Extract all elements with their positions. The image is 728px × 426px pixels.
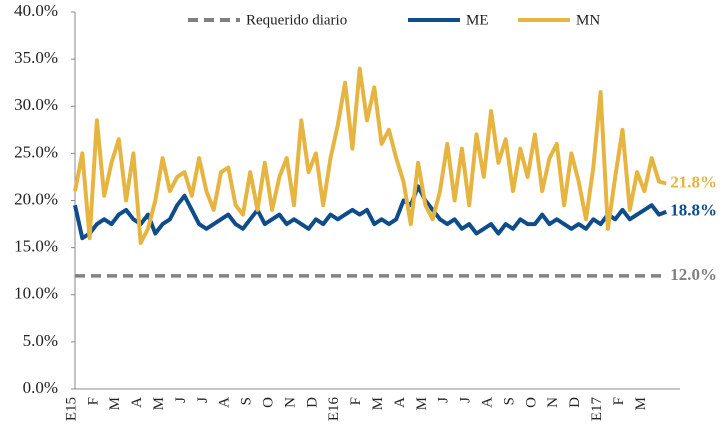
y-tick-label: 10.0% — [14, 284, 58, 303]
x-tick-label: A — [129, 397, 145, 408]
x-tick-label: O — [523, 397, 539, 408]
x-tick-label: E17 — [589, 397, 605, 422]
y-tick-label: 15.0% — [14, 237, 58, 256]
x-tick-label: M — [633, 397, 649, 410]
x-tick-label: N — [545, 397, 561, 408]
x-tick-label: E16 — [326, 397, 342, 422]
x-tick-label: F — [348, 397, 364, 405]
x-tick-label: J — [173, 397, 189, 403]
end-label: 12.0% — [670, 265, 717, 284]
x-tick-label: M — [370, 397, 386, 410]
x-tick-label: F — [611, 397, 627, 405]
x-tick-label: M — [151, 397, 167, 410]
x-tick-label: A — [217, 397, 233, 408]
y-tick-label: 5.0% — [23, 331, 58, 350]
y-tick-label: 25.0% — [14, 142, 58, 161]
x-tick-label: J — [458, 397, 474, 403]
x-tick-label: S — [239, 397, 255, 405]
end-label: 18.8% — [670, 201, 717, 220]
x-tick-label: N — [282, 397, 298, 408]
y-tick-label: 0.0% — [23, 378, 58, 397]
legend-label: MN — [576, 12, 600, 28]
legend-label: Requerido diario — [246, 12, 347, 28]
x-tick-label: A — [480, 397, 496, 408]
x-tick-label: M — [107, 397, 123, 410]
x-tick-label: F — [85, 397, 101, 405]
y-tick-label: 30.0% — [14, 95, 58, 114]
x-tick-label: A — [392, 397, 408, 408]
x-tick-label: D — [567, 397, 583, 408]
end-label: 21.8% — [670, 172, 717, 191]
y-tick-label: 20.0% — [14, 189, 58, 208]
y-tick-label: 40.0% — [14, 1, 58, 20]
x-tick-label: M — [414, 397, 430, 410]
series-line — [73, 66, 667, 245]
x-tick-label: O — [261, 397, 277, 408]
x-tick-label: J — [195, 397, 211, 403]
x-tick-label: E15 — [63, 397, 79, 421]
y-tick-label: 35.0% — [14, 48, 58, 67]
x-tick-label: S — [501, 397, 517, 405]
series-line — [73, 184, 668, 241]
legend-label: ME — [466, 12, 489, 28]
x-tick-label: J — [436, 397, 452, 403]
x-tick-label: D — [304, 397, 320, 408]
